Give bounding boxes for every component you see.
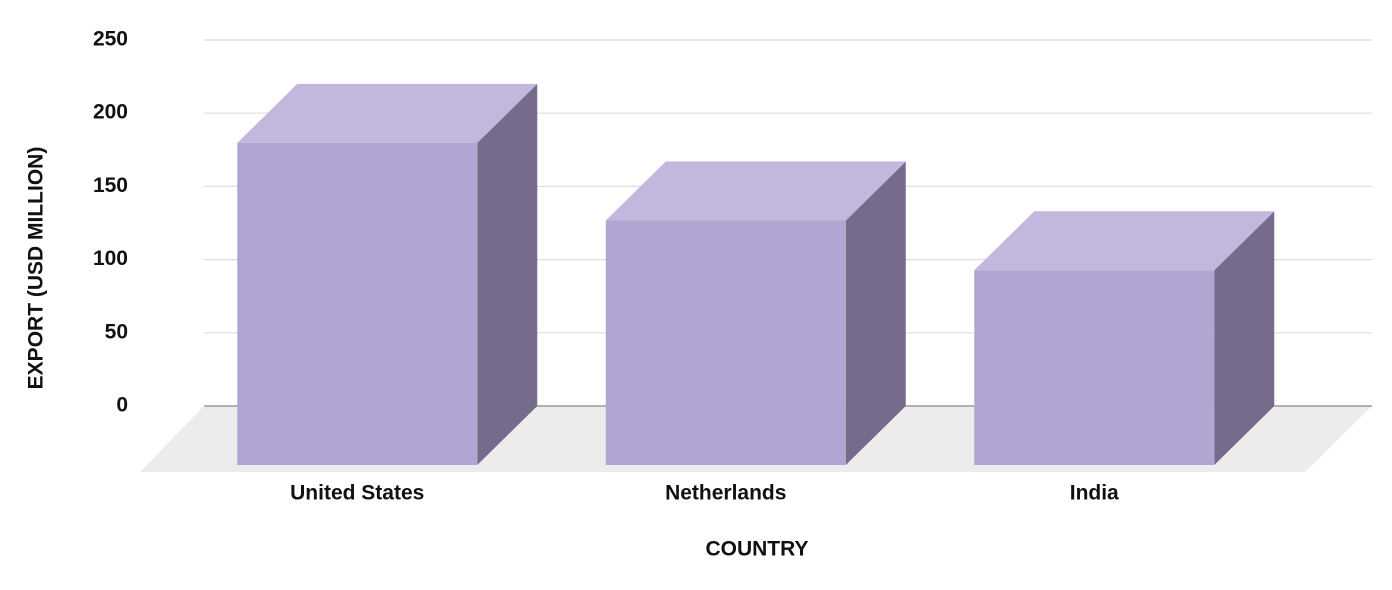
y-tick-label: 0 [116, 394, 128, 417]
y-tick-label: 150 [93, 174, 128, 197]
bar-top [974, 211, 1275, 271]
bar [974, 211, 1275, 465]
bar-side [1214, 211, 1275, 465]
bar [237, 83, 538, 466]
x-tick-label: Netherlands [665, 482, 786, 505]
y-axis-title: EXPORT (USD MILLION) [25, 147, 48, 390]
bar-side [477, 83, 538, 466]
bar [605, 161, 906, 465]
y-tick-label: 250 [93, 28, 128, 51]
y-tick-label: 200 [93, 101, 128, 124]
y-tick-label: 50 [105, 320, 128, 343]
bar-front [605, 220, 846, 465]
x-axis-title: COUNTRY [705, 538, 808, 561]
x-tick-label: United States [290, 482, 424, 505]
bar-top [605, 161, 906, 221]
bar-front [974, 270, 1215, 465]
y-tick-label: 100 [93, 247, 128, 270]
bar-top [237, 83, 538, 143]
x-tick-label: India [1070, 482, 1119, 505]
bar-side [845, 161, 906, 465]
bar-front [237, 142, 478, 466]
